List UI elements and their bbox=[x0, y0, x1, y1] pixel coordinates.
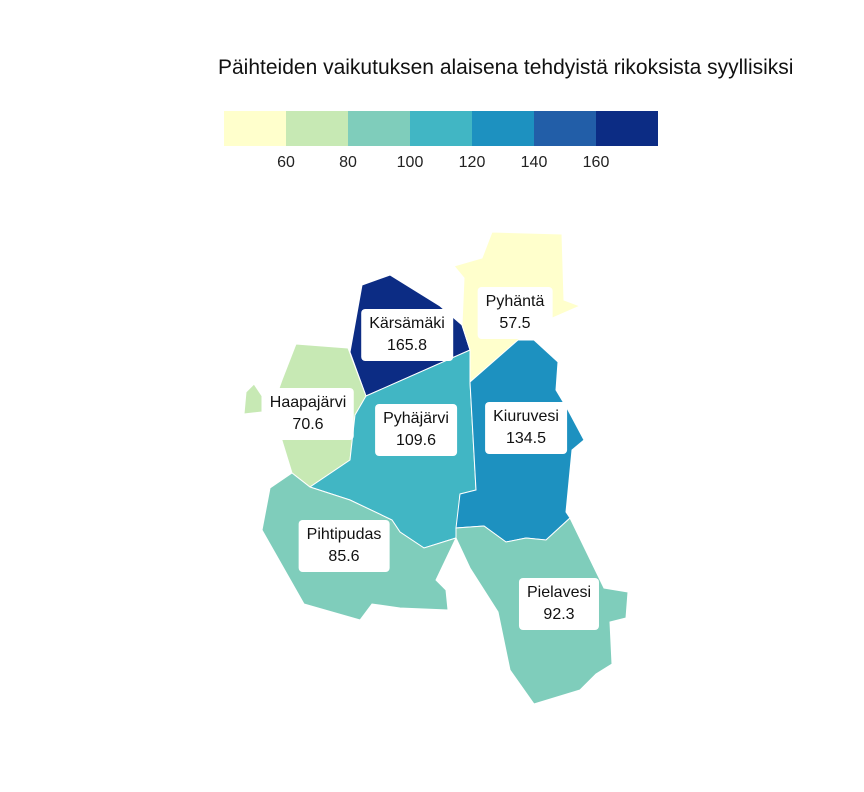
region-label-pihtipudas: Pihtipudas 85.6 bbox=[298, 520, 390, 572]
region-label-pyhajarvi: Pyhäjärvi 109.6 bbox=[375, 404, 457, 456]
legend-tick: 160 bbox=[582, 154, 610, 171]
region-value: 134.5 bbox=[505, 430, 547, 447]
region-name: Haapajärvi bbox=[269, 394, 347, 411]
region-name: Kiuruvesi bbox=[493, 408, 559, 425]
legend-tick: 120 bbox=[458, 154, 486, 171]
region-label-karsamaki: Kärsämäki 165.8 bbox=[361, 309, 453, 361]
legend-swatch-7 bbox=[596, 111, 658, 146]
region-label-haapajarvi: Haapajärvi 70.6 bbox=[261, 388, 355, 440]
legend-swatch-1 bbox=[224, 111, 286, 146]
map-title: Päihteiden vaikutuksen alaisena tehdyist… bbox=[218, 56, 794, 79]
legend-swatch-2 bbox=[286, 111, 348, 146]
region-name: Pihtipudas bbox=[306, 526, 382, 543]
legend-tick: 60 bbox=[277, 154, 295, 171]
region-name: Pyhäjärvi bbox=[383, 410, 449, 427]
region-label-pielavesi: Pielavesi 92.3 bbox=[518, 578, 600, 630]
legend-tick: 140 bbox=[520, 154, 548, 171]
region-value: 92.3 bbox=[543, 606, 575, 623]
region-value: 85.6 bbox=[328, 548, 360, 565]
region-name: Pielavesi bbox=[526, 584, 592, 601]
region-value: 109.6 bbox=[395, 432, 437, 449]
legend-swatch-6 bbox=[534, 111, 596, 146]
legend-swatch-3 bbox=[348, 111, 410, 146]
region-value: 165.8 bbox=[386, 337, 428, 354]
region-name: Pyhäntä bbox=[485, 293, 545, 310]
region-label-pyhanta: Pyhäntä 57.5 bbox=[477, 287, 553, 339]
legend-swatch-4 bbox=[410, 111, 472, 146]
region-value: 70.6 bbox=[292, 416, 324, 433]
color-legend bbox=[224, 111, 658, 146]
region-label-kiuruvesi: Kiuruvesi 134.5 bbox=[485, 402, 567, 454]
legend-tick: 80 bbox=[339, 154, 357, 171]
legend-swatch-5 bbox=[472, 111, 534, 146]
region-haapajarvi-islet[interactable] bbox=[243, 383, 263, 415]
legend-ticks: 60 80 100 120 140 160 bbox=[0, 154, 864, 178]
legend-tick: 100 bbox=[396, 154, 424, 171]
region-value: 57.5 bbox=[499, 315, 531, 332]
region-name: Kärsämäki bbox=[369, 315, 445, 332]
